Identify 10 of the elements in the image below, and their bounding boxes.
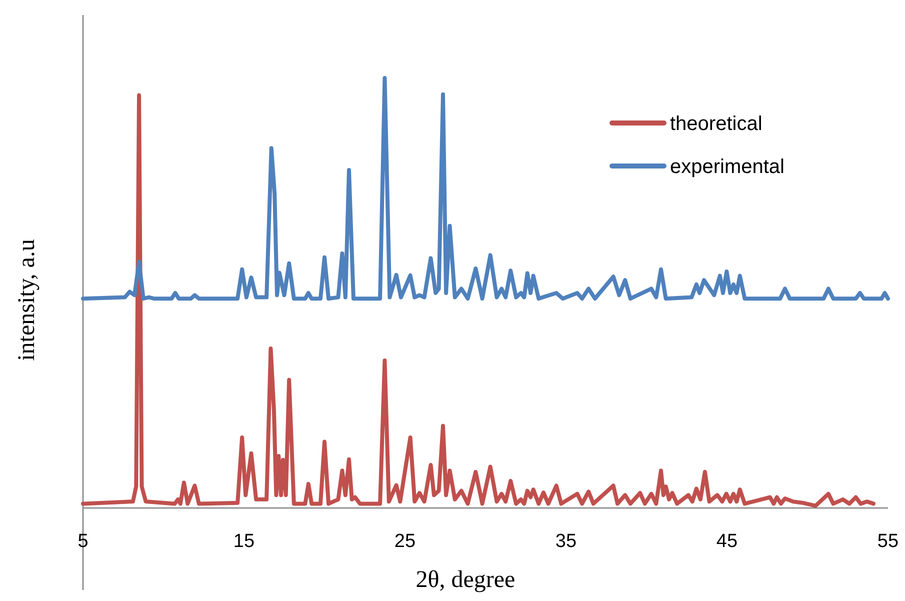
y-axis-title: intensity, a.u	[14, 239, 40, 361]
x-tick-label: 45	[716, 531, 738, 552]
legend-label: experimental	[670, 156, 785, 178]
legend-label: theoretical	[670, 113, 762, 135]
x-tick-label: 55	[877, 531, 899, 552]
x-tick-label: 25	[394, 531, 416, 552]
x-tick-label: 15	[233, 531, 255, 552]
x-tick-label: 5	[78, 531, 88, 552]
x-tick-label: 35	[555, 531, 577, 552]
x-axis-title: 2θ, degree	[416, 567, 516, 593]
